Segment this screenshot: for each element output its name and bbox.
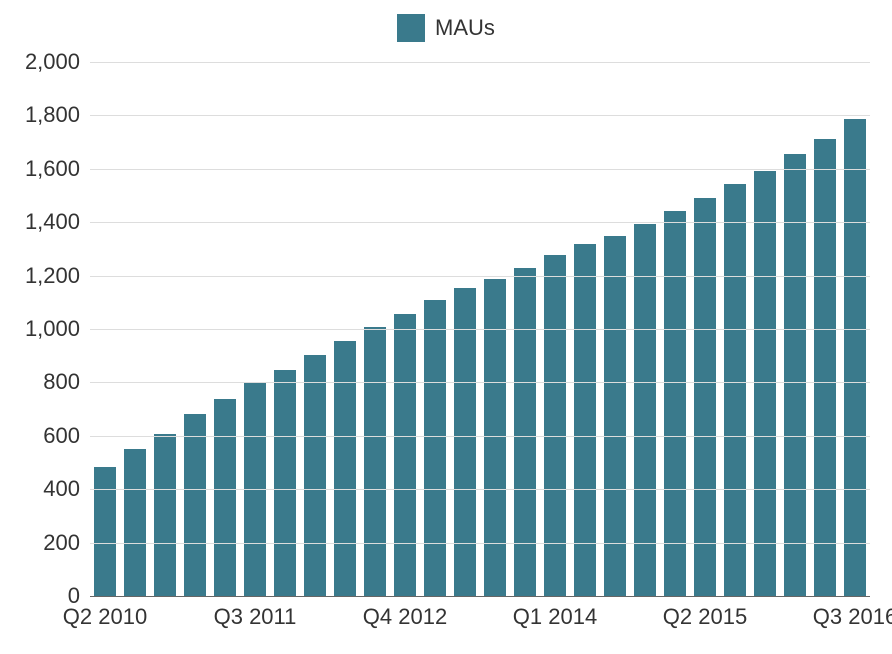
bar <box>724 184 746 597</box>
bar <box>394 314 416 596</box>
gridline <box>90 222 870 223</box>
gridline <box>90 169 870 170</box>
bar <box>274 370 296 596</box>
chart-legend: MAUs <box>0 14 892 47</box>
bar <box>544 255 566 596</box>
y-tick-label: 400 <box>43 476 90 502</box>
x-axis-baseline <box>90 596 870 597</box>
x-tick-label: Q1 2014 <box>513 596 597 630</box>
legend-label: MAUs <box>435 15 495 41</box>
x-tick-label: Q3 2011 <box>214 596 297 630</box>
gridline <box>90 436 870 437</box>
bar <box>844 119 866 596</box>
legend-swatch <box>397 14 425 42</box>
gridline <box>90 62 870 63</box>
y-tick-label: 2,000 <box>25 49 90 75</box>
gridline <box>90 382 870 383</box>
gridline <box>90 489 870 490</box>
plot-area: 02004006008001,0001,2001,4001,6001,8002,… <box>90 62 870 596</box>
y-tick-label: 1,600 <box>25 156 90 182</box>
x-tick-label: Q4 2012 <box>363 596 447 630</box>
bar <box>814 139 836 596</box>
gridline <box>90 329 870 330</box>
bar <box>634 224 656 596</box>
bar <box>754 171 776 596</box>
bar <box>424 300 446 596</box>
bar <box>214 399 236 596</box>
x-tick-label: Q2 2010 <box>63 596 147 630</box>
y-tick-label: 200 <box>43 530 90 556</box>
bar <box>154 434 176 596</box>
y-tick-label: 1,800 <box>25 102 90 128</box>
x-tick-label: Q3 2016 <box>813 596 892 630</box>
y-tick-label: 1,000 <box>25 316 90 342</box>
bar-chart: MAUs 02004006008001,0001,2001,4001,6001,… <box>0 0 892 654</box>
bar <box>664 211 686 596</box>
bar <box>184 414 206 596</box>
gridline <box>90 276 870 277</box>
x-tick-label: Q2 2015 <box>663 596 747 630</box>
bar <box>454 288 476 596</box>
bar <box>514 268 536 596</box>
bar <box>364 327 386 596</box>
bar <box>784 154 806 596</box>
gridline <box>90 543 870 544</box>
bar <box>694 198 716 596</box>
y-tick-label: 1,200 <box>25 263 90 289</box>
y-tick-label: 1,400 <box>25 209 90 235</box>
bar <box>334 341 356 596</box>
y-tick-label: 800 <box>43 369 90 395</box>
legend-item: MAUs <box>397 14 495 42</box>
bar <box>304 355 326 596</box>
y-tick-label: 600 <box>43 423 90 449</box>
bar <box>484 279 506 596</box>
gridline <box>90 115 870 116</box>
bar <box>124 449 146 596</box>
bar <box>94 467 116 596</box>
